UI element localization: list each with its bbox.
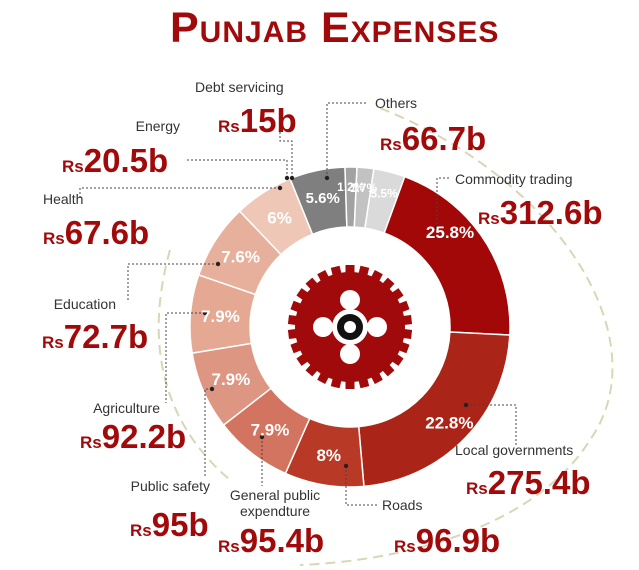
background-curve-left — [157, 249, 231, 481]
category-label: Others — [375, 95, 417, 111]
leader-dot — [215, 261, 221, 267]
category-label: Public safety — [131, 478, 210, 494]
amount-label: Rs20.5b — [62, 142, 168, 179]
percent-label: 7.9% — [251, 420, 290, 439]
amount-label: Rs67.6b — [43, 214, 149, 251]
percent-label: 6% — [267, 209, 292, 228]
category-label: Roads — [382, 497, 422, 513]
leader-dot — [463, 402, 469, 408]
percent-label: 7.9% — [201, 307, 240, 326]
percent-label: 8% — [316, 446, 341, 465]
category-label: Energy — [136, 118, 180, 134]
leader-line — [185, 159, 288, 178]
leader-dot — [284, 175, 290, 181]
leader-dot — [434, 225, 440, 231]
leader-line — [79, 187, 280, 198]
percent-label: 5.6% — [306, 190, 340, 207]
amount-label: Rs275.4b — [466, 464, 590, 501]
amount-label: Rs312.6b — [478, 194, 602, 231]
percent-label: 25.8% — [426, 223, 474, 242]
category-label: Health — [43, 191, 83, 207]
leader-lines — [79, 102, 517, 506]
category-label: Debt servicing — [195, 79, 284, 95]
leader-dot — [202, 310, 208, 316]
amount-label: Rs96.9b — [394, 522, 500, 559]
category-label: General public — [230, 487, 320, 503]
leader-dot — [324, 175, 330, 181]
leader-dot — [277, 185, 283, 191]
amount-label: Rs95.4b — [218, 522, 324, 559]
percent-label: 1.7% — [350, 181, 378, 195]
amount-label: Rs92.2b — [80, 418, 186, 455]
leader-dot — [289, 175, 295, 181]
percent-label: 7.9% — [211, 370, 250, 389]
leader-line — [436, 177, 449, 228]
category-label: Education — [54, 296, 116, 312]
leader-line — [165, 312, 205, 403]
leader-line — [326, 102, 368, 178]
gear-icon — [287, 265, 413, 389]
amount-label: Rs72.7b — [42, 318, 148, 355]
slice-unlabeled — [364, 167, 406, 234]
category-label: Commodity trading — [455, 171, 573, 187]
leader-dot — [259, 434, 265, 440]
percent-labels: 25.8% 22.8% 8% 7.9% 7.9% 7.9% 7.6% 6% 5.6%1.2%1.… — [201, 180, 474, 465]
category-label-line2: expendture — [240, 503, 310, 519]
leader-dot — [343, 463, 349, 469]
leader-line — [127, 263, 218, 300]
donut-slices — [189, 166, 511, 488]
leader-line — [466, 404, 517, 447]
percent-label: 22.8% — [425, 414, 473, 433]
category-label: Local governments — [455, 442, 573, 458]
chart-title: Punjab Expenses — [170, 4, 500, 52]
amount-label: Rs66.7b — [380, 120, 486, 157]
percent-label: 7.6% — [221, 248, 260, 267]
background-curve — [299, 107, 614, 566]
percent-label: 5.5% — [370, 186, 398, 200]
leader-line — [345, 466, 378, 506]
percent-label: 1.2% — [337, 180, 365, 194]
leader-dot — [209, 386, 215, 392]
amount-label: Rs95b — [130, 506, 209, 543]
slice-labels: Commodity trading Rs312.6b Local governmen… — [42, 79, 602, 559]
amount-label: Rs15b — [218, 102, 297, 139]
category-label: Agriculture — [93, 400, 160, 416]
